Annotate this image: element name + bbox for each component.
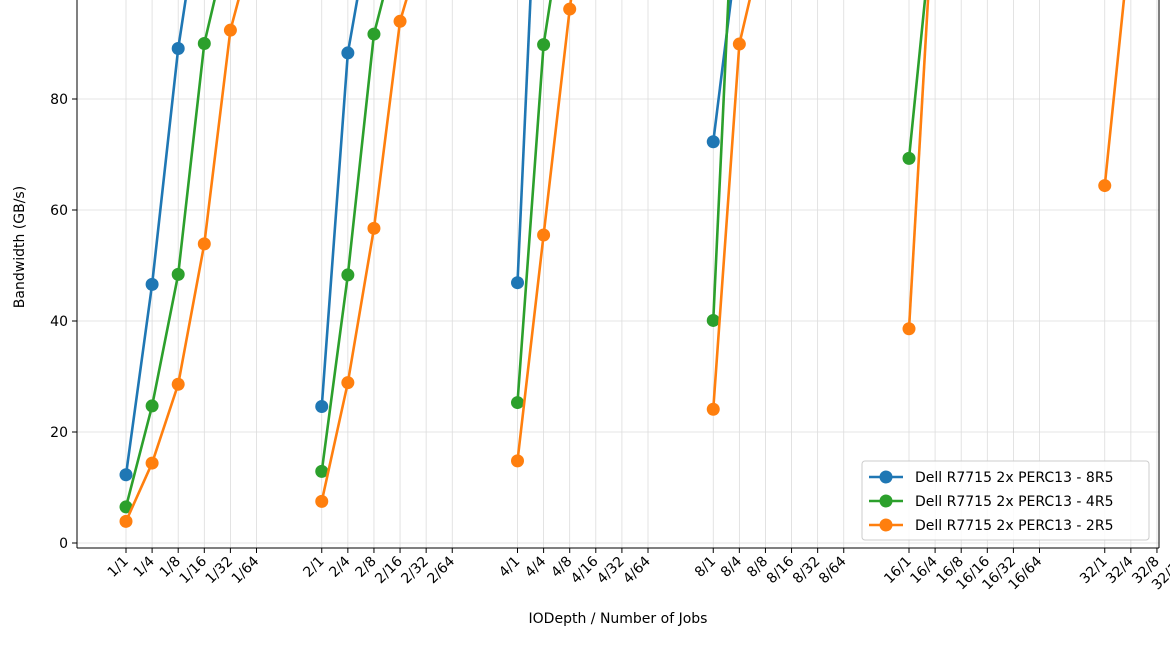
data-point [902,151,916,165]
series-line [320,0,385,472]
plot-frame [76,0,1160,549]
legend-marker [879,494,893,508]
data-point [537,228,551,242]
legend-label: Dell R7715 2x PERC13 - 8R5 [915,470,1113,486]
x-tick-label: 4/64 [620,553,654,587]
data-point [706,135,720,149]
x-tick-label: 8/32 [790,554,824,588]
x-tick-label: 2/64 [425,553,459,587]
x-tick-label: 4/16 [568,553,602,587]
series-line [516,0,573,462]
data-point [171,377,185,391]
series-2 [119,0,927,514]
data-point [341,46,355,60]
series-1 [119,0,733,482]
data-point [145,456,159,470]
x-tick-label: 1/1 [105,554,132,581]
data-point [341,376,355,390]
x-tick-label: 16/4 [907,553,941,587]
x-tick-label: 32/1 [1077,554,1111,588]
x-tick-label: 8/16 [764,553,798,587]
data-point [902,322,916,336]
series-line [907,0,927,159]
data-point [145,399,159,413]
x-tick-label: 1/4 [131,553,158,580]
x-tick-label: 1/64 [229,553,263,587]
x-tick-label: 4/4 [522,553,549,580]
y-tick-label: 60 [50,203,68,219]
data-point [315,494,329,508]
data-point [119,514,133,528]
data-point [223,23,237,37]
data-point [1098,179,1112,193]
x-tick-label: 8/64 [816,553,850,587]
y-axis-title: Bandwidth (GB/s) [12,186,28,308]
x-tick-label: 2/4 [326,553,353,580]
data-point [706,313,720,327]
data-point [367,27,381,41]
data-point [315,464,329,478]
series-line [1103,0,1126,186]
data-point [171,41,185,55]
x-tick-label: 2/32 [398,554,432,588]
data-point [511,396,524,410]
data-point [119,468,133,482]
data-point [511,276,524,290]
series-line [124,0,187,475]
series-line [124,0,240,522]
y-tick-label: 0 [59,536,68,552]
data-point [393,14,407,28]
x-tick-label: 1/16 [177,553,211,587]
data-point [563,2,577,16]
data-point [367,221,381,235]
x-tick-label: 32/4 [1103,553,1137,587]
data-point [511,454,524,468]
data-point [119,500,133,514]
data-point [197,37,211,50]
data-point [341,268,355,282]
legend-label: Dell R7715 2x PERC13 - 2R5 [915,518,1113,534]
y-tick-label: 20 [50,425,68,441]
data-point [315,399,329,413]
legend-marker [879,518,893,532]
series-3 [119,0,1126,528]
series-line [516,0,532,283]
x-tick-label: 2/16 [372,553,406,587]
x-tick-label: 2/1 [300,554,327,581]
legend: Dell R7715 2x PERC13 - 8R5 Dell R7715 2x … [861,460,1150,541]
x-tick-label: 8/1 [692,554,719,581]
legend-marker [879,470,893,484]
x-tick-label: 1/32 [203,554,237,588]
x-tick-label: 4/1 [496,554,523,581]
series-line [907,0,930,329]
y-tick-label: 80 [50,92,68,108]
legend-box [861,460,1150,541]
data-point [706,402,720,416]
y-tick-label: 40 [50,314,68,330]
data-point [197,237,211,251]
series-group [119,0,1126,528]
x-tick-label: 16/1 [881,554,915,588]
series-line [711,0,730,321]
x-tick-label: 8/4 [718,553,745,580]
data-point [732,37,746,51]
legend-label: Dell R7715 2x PERC13 - 4R5 [915,494,1113,510]
x-axis-title: IODepth / Number of Jobs [529,611,708,627]
x-tick-label: 4/32 [594,554,628,588]
data-point [145,277,159,291]
data-point [537,38,551,52]
data-point [171,267,185,281]
